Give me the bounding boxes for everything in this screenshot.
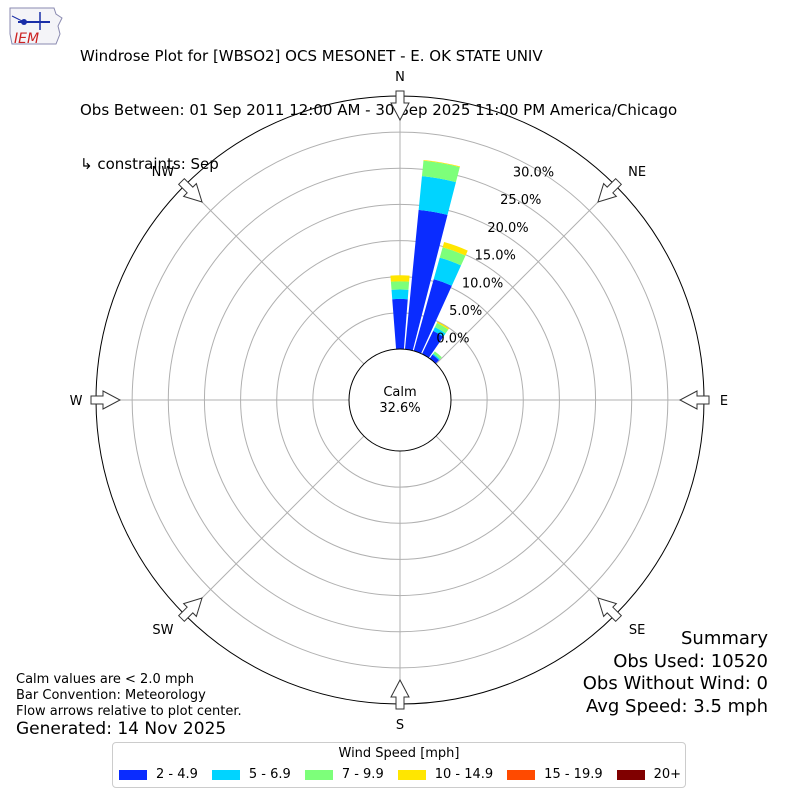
- bar-segment: [390, 281, 410, 290]
- legend-item: 2 - 4.9: [119, 767, 198, 782]
- flow-arrows-note: Flow arrows relative to plot center.: [16, 704, 242, 719]
- direction-arrow: [90, 390, 122, 410]
- direction-arrow: [597, 597, 623, 623]
- legend-label: 10 - 14.9: [434, 767, 494, 782]
- legend-item: 15 - 19.9: [507, 767, 603, 782]
- direction-label: N: [395, 70, 405, 85]
- legend-item: 10 - 14.9: [397, 767, 494, 782]
- legend: Wind Speed [mph] 2 - 4.9 5 - 6.9 7 - 9.9 10…: [112, 742, 686, 788]
- radial-tick-label: 10.0%: [462, 276, 503, 291]
- calm-note: Calm values are < 2.0 mph: [16, 672, 195, 687]
- legend-items: 2 - 4.9 5 - 6.9 7 - 9.9 10 - 14.9 15 - 19.9 2…: [119, 767, 695, 782]
- summary-obs-used: Obs Used: 10520: [613, 650, 768, 672]
- grid-spoke: [435, 184, 616, 365]
- direction-label: S: [396, 718, 404, 733]
- bar-segment: [421, 160, 460, 183]
- bar-convention-note: Bar Convention: Meteorology: [16, 688, 206, 703]
- legend-swatch: [119, 769, 147, 780]
- direction-arrows: [90, 90, 710, 710]
- legend-swatch: [397, 769, 426, 780]
- bar-segment: [433, 257, 462, 286]
- bar-segment: [433, 327, 446, 337]
- bar-segment: [429, 354, 439, 364]
- bar-segment: [390, 275, 410, 282]
- summary-obs-without-wind: Obs Without Wind: 0: [582, 673, 768, 694]
- calm-label: Calm: [383, 385, 416, 400]
- summary-avg-speed: Avg Speed: 3.5 mph: [586, 695, 768, 717]
- title-line-3: ↳ constraints: Sep: [80, 155, 219, 173]
- direction-label: W: [70, 394, 83, 409]
- radial-tick-label: 15.0%: [475, 249, 516, 264]
- generated-date: Generated: 14 Nov 2025: [16, 719, 227, 739]
- bar-segment: [433, 351, 442, 360]
- bar-segment: [422, 330, 444, 358]
- radial-tick-label: 20.0%: [487, 221, 528, 236]
- direction-arrow: [597, 177, 623, 203]
- bar-segment: [413, 279, 452, 354]
- legend-swatch: [304, 769, 333, 780]
- summary-box: Summary Obs Used: 10520 Obs Without Wind…: [583, 628, 768, 718]
- windrose-bars: [390, 160, 468, 364]
- iem-logo: IEM: [4, 4, 66, 50]
- legend-item: 5 - 6.9: [211, 767, 291, 782]
- legend-label: 15 - 19.9: [544, 767, 603, 782]
- direction-labels: N NE E SE S SW W NW: [70, 70, 729, 733]
- grid-spoke: [184, 435, 365, 616]
- bar-segment: [423, 160, 460, 168]
- bar-segment: [392, 298, 408, 350]
- direction-label: E: [720, 394, 728, 409]
- direction-label: SW: [152, 623, 173, 638]
- radial-tick-label: 0.0%: [436, 332, 469, 347]
- legend-label: 5 - 6.9: [248, 767, 291, 782]
- legend-item: 7 - 9.9: [304, 767, 384, 782]
- legend-label: 7 - 9.9: [341, 767, 384, 782]
- grid-spoke: [184, 184, 365, 365]
- direction-arrow: [390, 678, 410, 710]
- bar-segment: [432, 353, 440, 361]
- bar-segment: [391, 289, 409, 300]
- plot-notes: Calm values are < 2.0 mph Bar Convention…: [16, 672, 242, 720]
- bar-segment: [418, 176, 456, 215]
- bar-segment: [434, 322, 449, 334]
- calm-value: 32.6%: [379, 401, 420, 416]
- legend-swatch: [211, 769, 240, 780]
- direction-label: NW: [152, 165, 175, 180]
- direction-arrow: [390, 90, 410, 122]
- title-line-2: Obs Between: 01 Sep 2011 12:00 AM - 30 S…: [80, 101, 678, 119]
- direction-arrow: [678, 390, 710, 410]
- radial-tick-label: 5.0%: [449, 304, 482, 319]
- legend-swatch: [616, 769, 645, 780]
- bar-segment: [439, 247, 466, 266]
- title-line-1: Windrose Plot for [WBSO2] OCS MESONET - …: [80, 47, 543, 65]
- legend-item: 20+: [616, 767, 682, 782]
- grid-spoke: [435, 435, 616, 616]
- legend-title: Wind Speed [mph]: [338, 746, 460, 761]
- direction-arrow: [177, 597, 203, 623]
- bar-segment: [404, 209, 448, 351]
- summary-title: Summary: [681, 628, 768, 649]
- calm-circle: [348, 348, 452, 452]
- radial-tick-labels: 0.0% 5.0% 10.0% 15.0% 20.0% 25.0% 30.0%: [436, 166, 554, 347]
- direction-arrow: [177, 177, 203, 203]
- radial-tick-label: 25.0%: [500, 193, 541, 208]
- legend-swatch: [507, 769, 536, 780]
- legend-label: 2 - 4.9: [156, 767, 198, 782]
- direction-label: NE: [628, 165, 646, 180]
- bar-segment: [442, 242, 468, 256]
- legend-label: 20+: [653, 767, 682, 782]
- logo-text: IEM: [14, 31, 39, 47]
- radial-tick-label: 30.0%: [513, 166, 554, 181]
- chart-title: Windrose Plot for [WBSO2] OCS MESONET - …: [80, 11, 677, 191]
- direction-label: SE: [629, 623, 645, 638]
- bar-segment: [436, 321, 450, 330]
